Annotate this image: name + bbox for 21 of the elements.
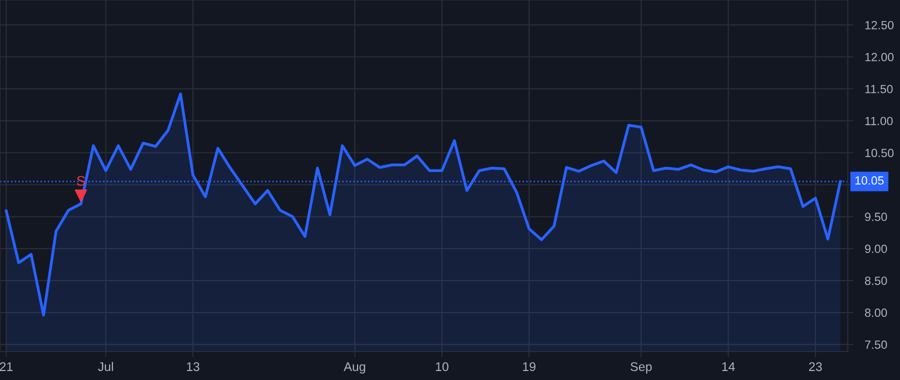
y-tick-label: 12.50 <box>865 20 894 30</box>
y-tick-label: 12.00 <box>865 52 894 62</box>
x-tick-label: Aug <box>344 362 366 374</box>
x-tick-label: 19 <box>523 362 536 372</box>
x-tick-label: 13 <box>186 362 200 372</box>
x-tick-label: 10 <box>436 362 448 372</box>
y-tick-label: 7.50 <box>865 340 887 349</box>
y-tick-label: 8.50 <box>864 276 887 285</box>
y-tick-label: 11.00 <box>865 116 893 126</box>
x-tick-label: 23 <box>809 362 822 372</box>
ref-line-label: 10.05 <box>855 176 884 185</box>
annotation: S <box>76 176 85 186</box>
y-tick-label: 9.50 <box>865 212 887 222</box>
y-tick-label: 9.00 <box>865 244 887 253</box>
y-tick-label: 11.50 <box>865 84 893 94</box>
x-tick-label: Sep <box>630 362 652 374</box>
y-tick-label: 10.50 <box>865 148 894 158</box>
x-tick-label: 14 <box>722 362 735 371</box>
x-tick-label: 21 <box>0 362 13 371</box>
y-tick-label: 8.00 <box>864 308 887 317</box>
x-tick-label: Jul <box>98 362 113 372</box>
